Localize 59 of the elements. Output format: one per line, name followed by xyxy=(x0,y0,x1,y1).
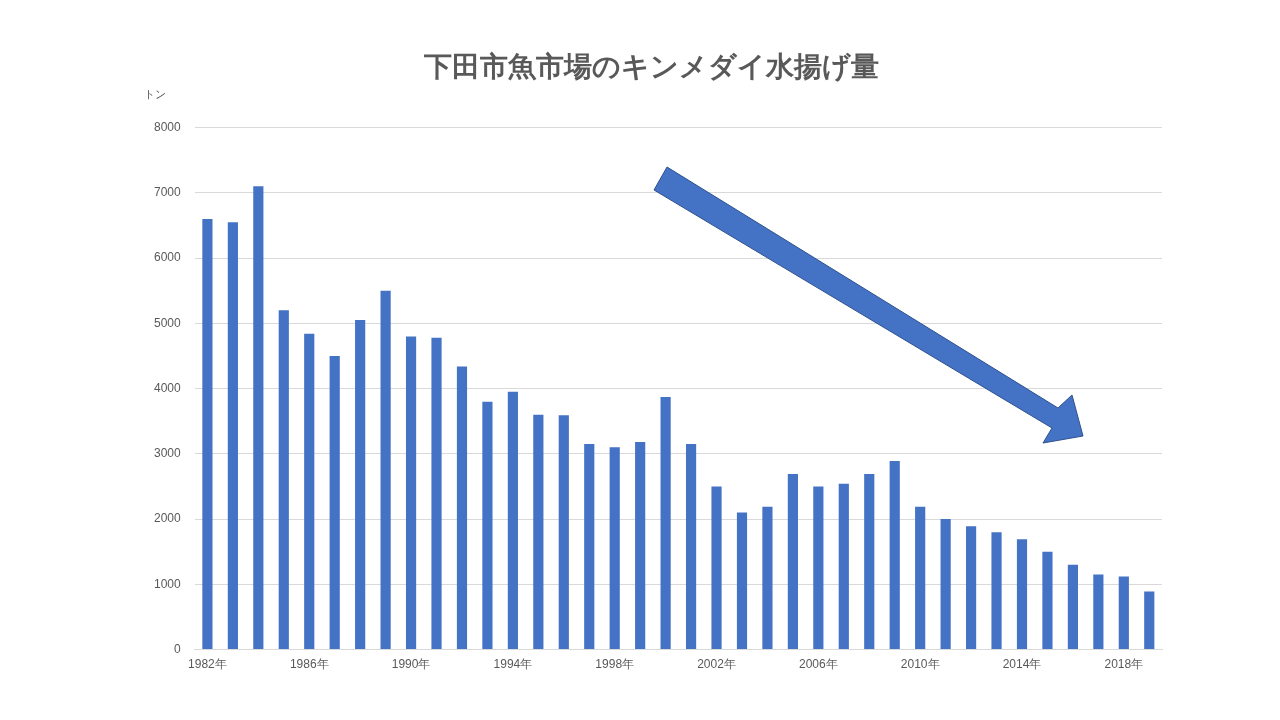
bar xyxy=(635,442,646,650)
y-tick-label: 5000 xyxy=(153,315,182,330)
bar xyxy=(278,310,289,650)
x-tick-label: 2018年 xyxy=(1104,657,1144,672)
bar xyxy=(507,391,518,650)
bar xyxy=(227,222,238,650)
bar xyxy=(787,474,798,650)
bar xyxy=(864,474,875,650)
bar xyxy=(609,447,620,650)
y-axis-title: トン xyxy=(144,88,166,102)
y-tick-label: 6000 xyxy=(153,250,182,265)
bar xyxy=(1042,551,1053,650)
bar xyxy=(456,366,468,650)
bar xyxy=(253,186,264,650)
bar xyxy=(380,290,391,650)
bar xyxy=(431,337,442,650)
bar xyxy=(940,519,951,650)
bar xyxy=(685,444,697,650)
x-tick-label: 1990年 xyxy=(391,657,431,672)
bar xyxy=(558,415,569,650)
chart-title: 下田市魚市場のキンメダイ水揚げ量 xyxy=(422,50,879,84)
bar xyxy=(762,506,773,650)
y-tick-label: 0 xyxy=(174,641,182,656)
x-tick-label: 2006年 xyxy=(799,657,838,672)
bar xyxy=(1067,564,1078,650)
bar xyxy=(660,397,671,650)
y-tick-label: 1000 xyxy=(153,576,182,591)
bar xyxy=(202,218,213,650)
y-tick-label: 8000 xyxy=(153,119,182,134)
bar xyxy=(1016,539,1028,650)
x-tick-label: 1986年 xyxy=(289,657,329,672)
bar xyxy=(329,355,340,650)
bar xyxy=(1144,591,1155,650)
x-tick-label: 2014年 xyxy=(1002,657,1042,672)
x-tick-label: 1998年 xyxy=(595,657,635,672)
bar xyxy=(838,483,849,650)
bar xyxy=(584,444,595,650)
bar xyxy=(1118,576,1129,650)
bar xyxy=(482,401,493,650)
bar xyxy=(991,532,1002,650)
bar xyxy=(711,486,722,650)
x-tick-label: 2010年 xyxy=(900,657,940,672)
y-tick-label: 7000 xyxy=(153,185,182,200)
bar xyxy=(813,486,824,650)
x-tick-label: 1994年 xyxy=(493,657,533,672)
x-tick-label: 2002年 xyxy=(697,657,736,672)
bar xyxy=(915,506,926,650)
bar xyxy=(355,320,366,650)
bar xyxy=(1093,574,1104,650)
bar xyxy=(965,526,977,650)
bar xyxy=(889,461,900,650)
bar xyxy=(736,512,748,650)
y-tick-label: 4000 xyxy=(153,380,182,395)
x-tick-label: 1982年 xyxy=(188,657,227,672)
bar xyxy=(405,336,417,650)
y-tick-label: 3000 xyxy=(153,446,182,461)
y-tick-label: 2000 xyxy=(153,511,182,526)
bar xyxy=(304,333,315,650)
bar xyxy=(533,414,544,650)
